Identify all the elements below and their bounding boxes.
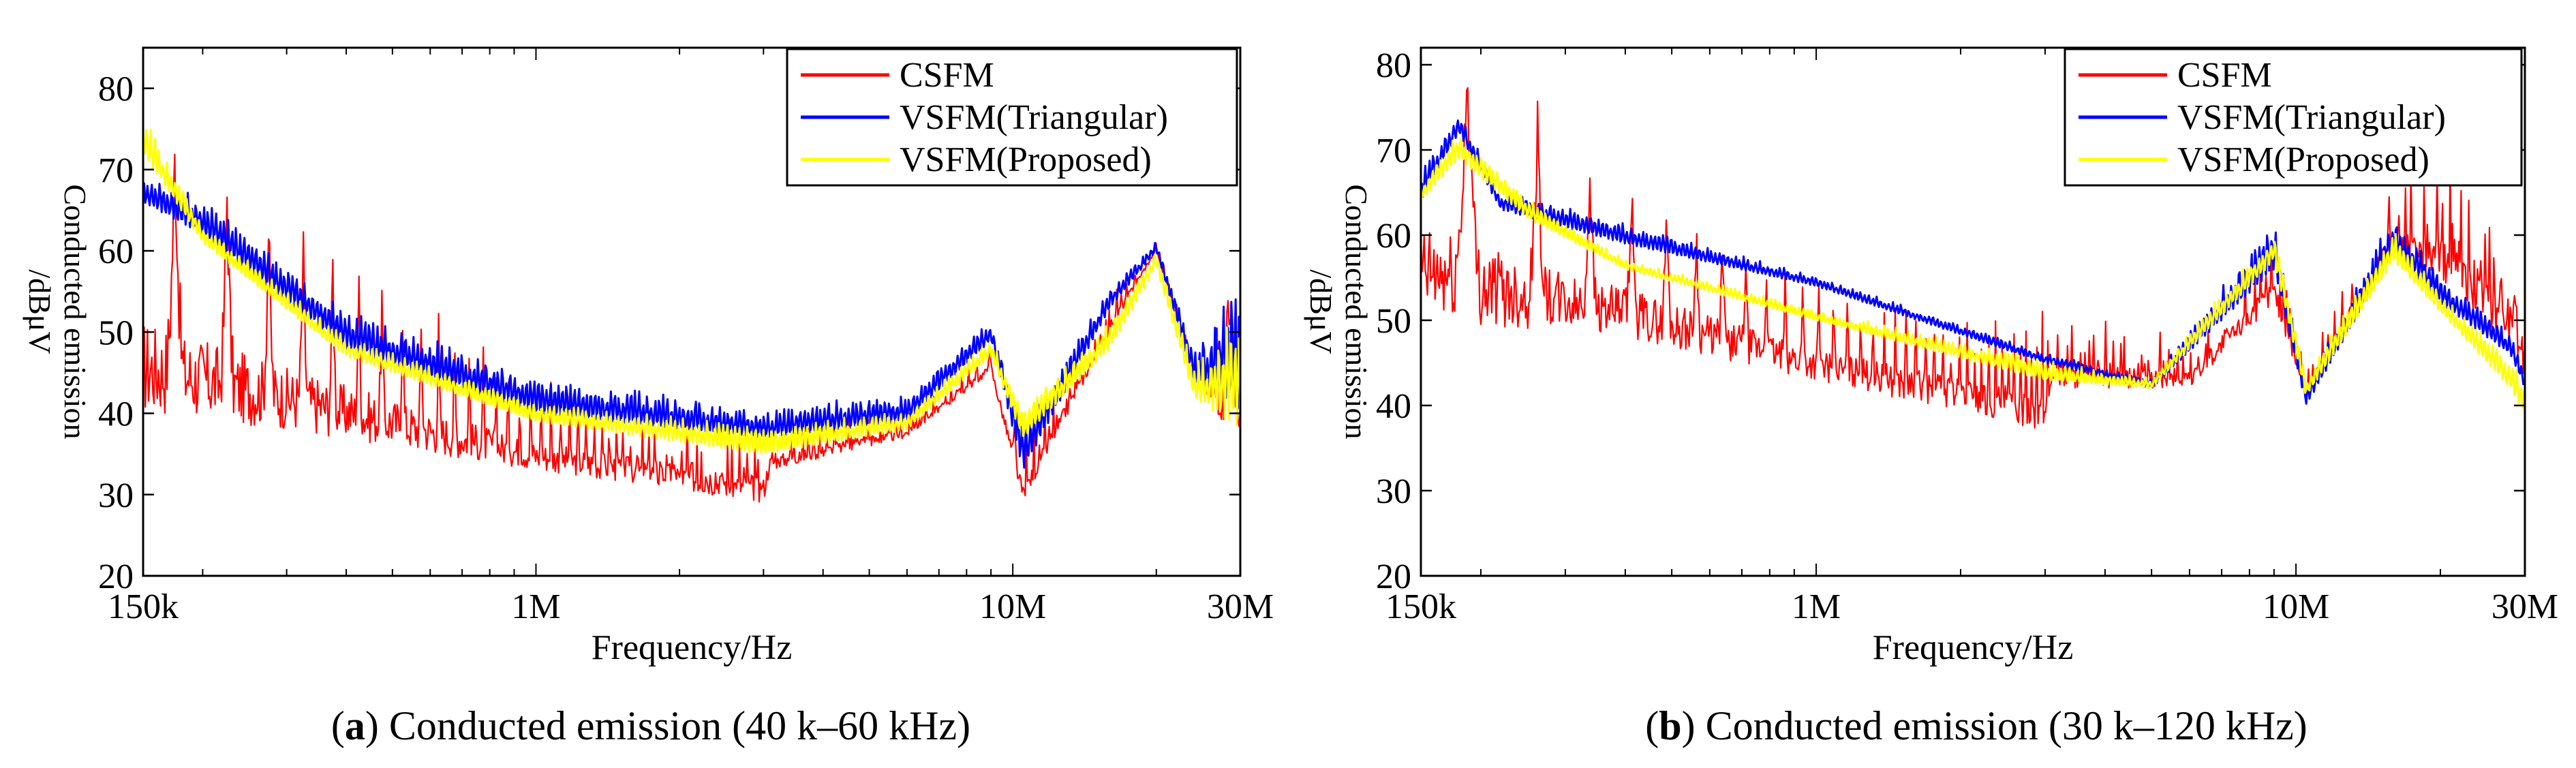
chart-panel-b: 20 30 40 50 60 70 80 150k 1M 10M 30M Frequency/Hz Co… [1304, 46, 2558, 667]
caption-b-text: Conducted emission (30 k–120 kHz) [1705, 703, 2307, 748]
y-axis-label-line1: Conducted emission [58, 184, 93, 439]
x-tick-label: 150k [108, 587, 179, 626]
caption-b: (b) Conducted emission (30 k–120 kHz) [1645, 703, 2307, 748]
caption-a: (a) Conducted emission (40 k–60 kHz) [331, 703, 971, 748]
legend-label: VSFM(Triangular) [2177, 98, 2446, 137]
caption-a-text: Conducted emission (40 k–60 kHz) [388, 703, 971, 748]
y-tick-label: 30 [98, 476, 134, 515]
caption-a-label: a [344, 703, 365, 748]
series-line-vsfm-triangular [143, 182, 1240, 469]
y-tick-label: 30 [1376, 472, 1411, 511]
y-tick-label: 70 [1376, 132, 1411, 170]
y-axis-label: Conducted emission/dBμV [1304, 184, 1374, 439]
x-tick-label: 10M [2263, 587, 2329, 626]
y-tick-label: 80 [1376, 46, 1411, 85]
plot-area [1421, 87, 2525, 429]
series-line-csfm [143, 153, 1240, 503]
y-axis-label-line2: /dBμV [1304, 269, 1338, 354]
legend-label: VSFM(Proposed) [900, 140, 1152, 179]
y-tick-label: 50 [98, 313, 134, 352]
x-axis-label: Frequency/Hz [1873, 628, 2074, 667]
x-axis-label: Frequency/Hz [592, 628, 793, 667]
y-tick-label: 20 [98, 557, 134, 596]
legend-label: VSFM(Proposed) [2177, 140, 2429, 179]
y-tick-label: 60 [1376, 217, 1411, 256]
series-line-vsfm-proposed [143, 127, 1240, 455]
y-tick-label: 40 [98, 395, 134, 434]
plot-area [143, 127, 1240, 503]
axes-frame [1420, 46, 2526, 577]
y-tick-label: 60 [98, 232, 134, 271]
chart-panel-a: 20 30 40 50 60 70 80 150k 1M 10M 30M Frequency/Hz Co… [22, 46, 1274, 667]
x-tick-label: 150k [1385, 587, 1456, 626]
x-tick-label: 1M [511, 587, 560, 626]
legend-label: VSFM(Triangular) [900, 98, 1168, 137]
y-tick-label: 40 [1376, 387, 1411, 426]
y-axis-label-line2: /dBμV [22, 269, 57, 354]
y-tick-label: 70 [98, 151, 134, 190]
x-tick-label: 10M [979, 587, 1046, 626]
y-axis-label: Conducted emission/dBμV [22, 184, 93, 439]
y-axis-label-line1: Conducted emission [1339, 184, 1374, 439]
caption-b-label: b [1659, 703, 1682, 748]
axes-frame [142, 46, 1242, 577]
legend-label: CSFM [2177, 56, 2272, 95]
series-line-vsfm-proposed [1421, 138, 2525, 409]
x-tick-label: 1M [1792, 587, 1841, 626]
y-tick-label: 80 [98, 70, 134, 109]
x-tick-label: 30M [1207, 587, 1274, 626]
y-tick-label: 50 [1376, 302, 1411, 341]
legend-label: CSFM [900, 56, 994, 95]
y-tick-label: 20 [1376, 557, 1411, 596]
x-tick-label: 30M [2491, 587, 2558, 626]
